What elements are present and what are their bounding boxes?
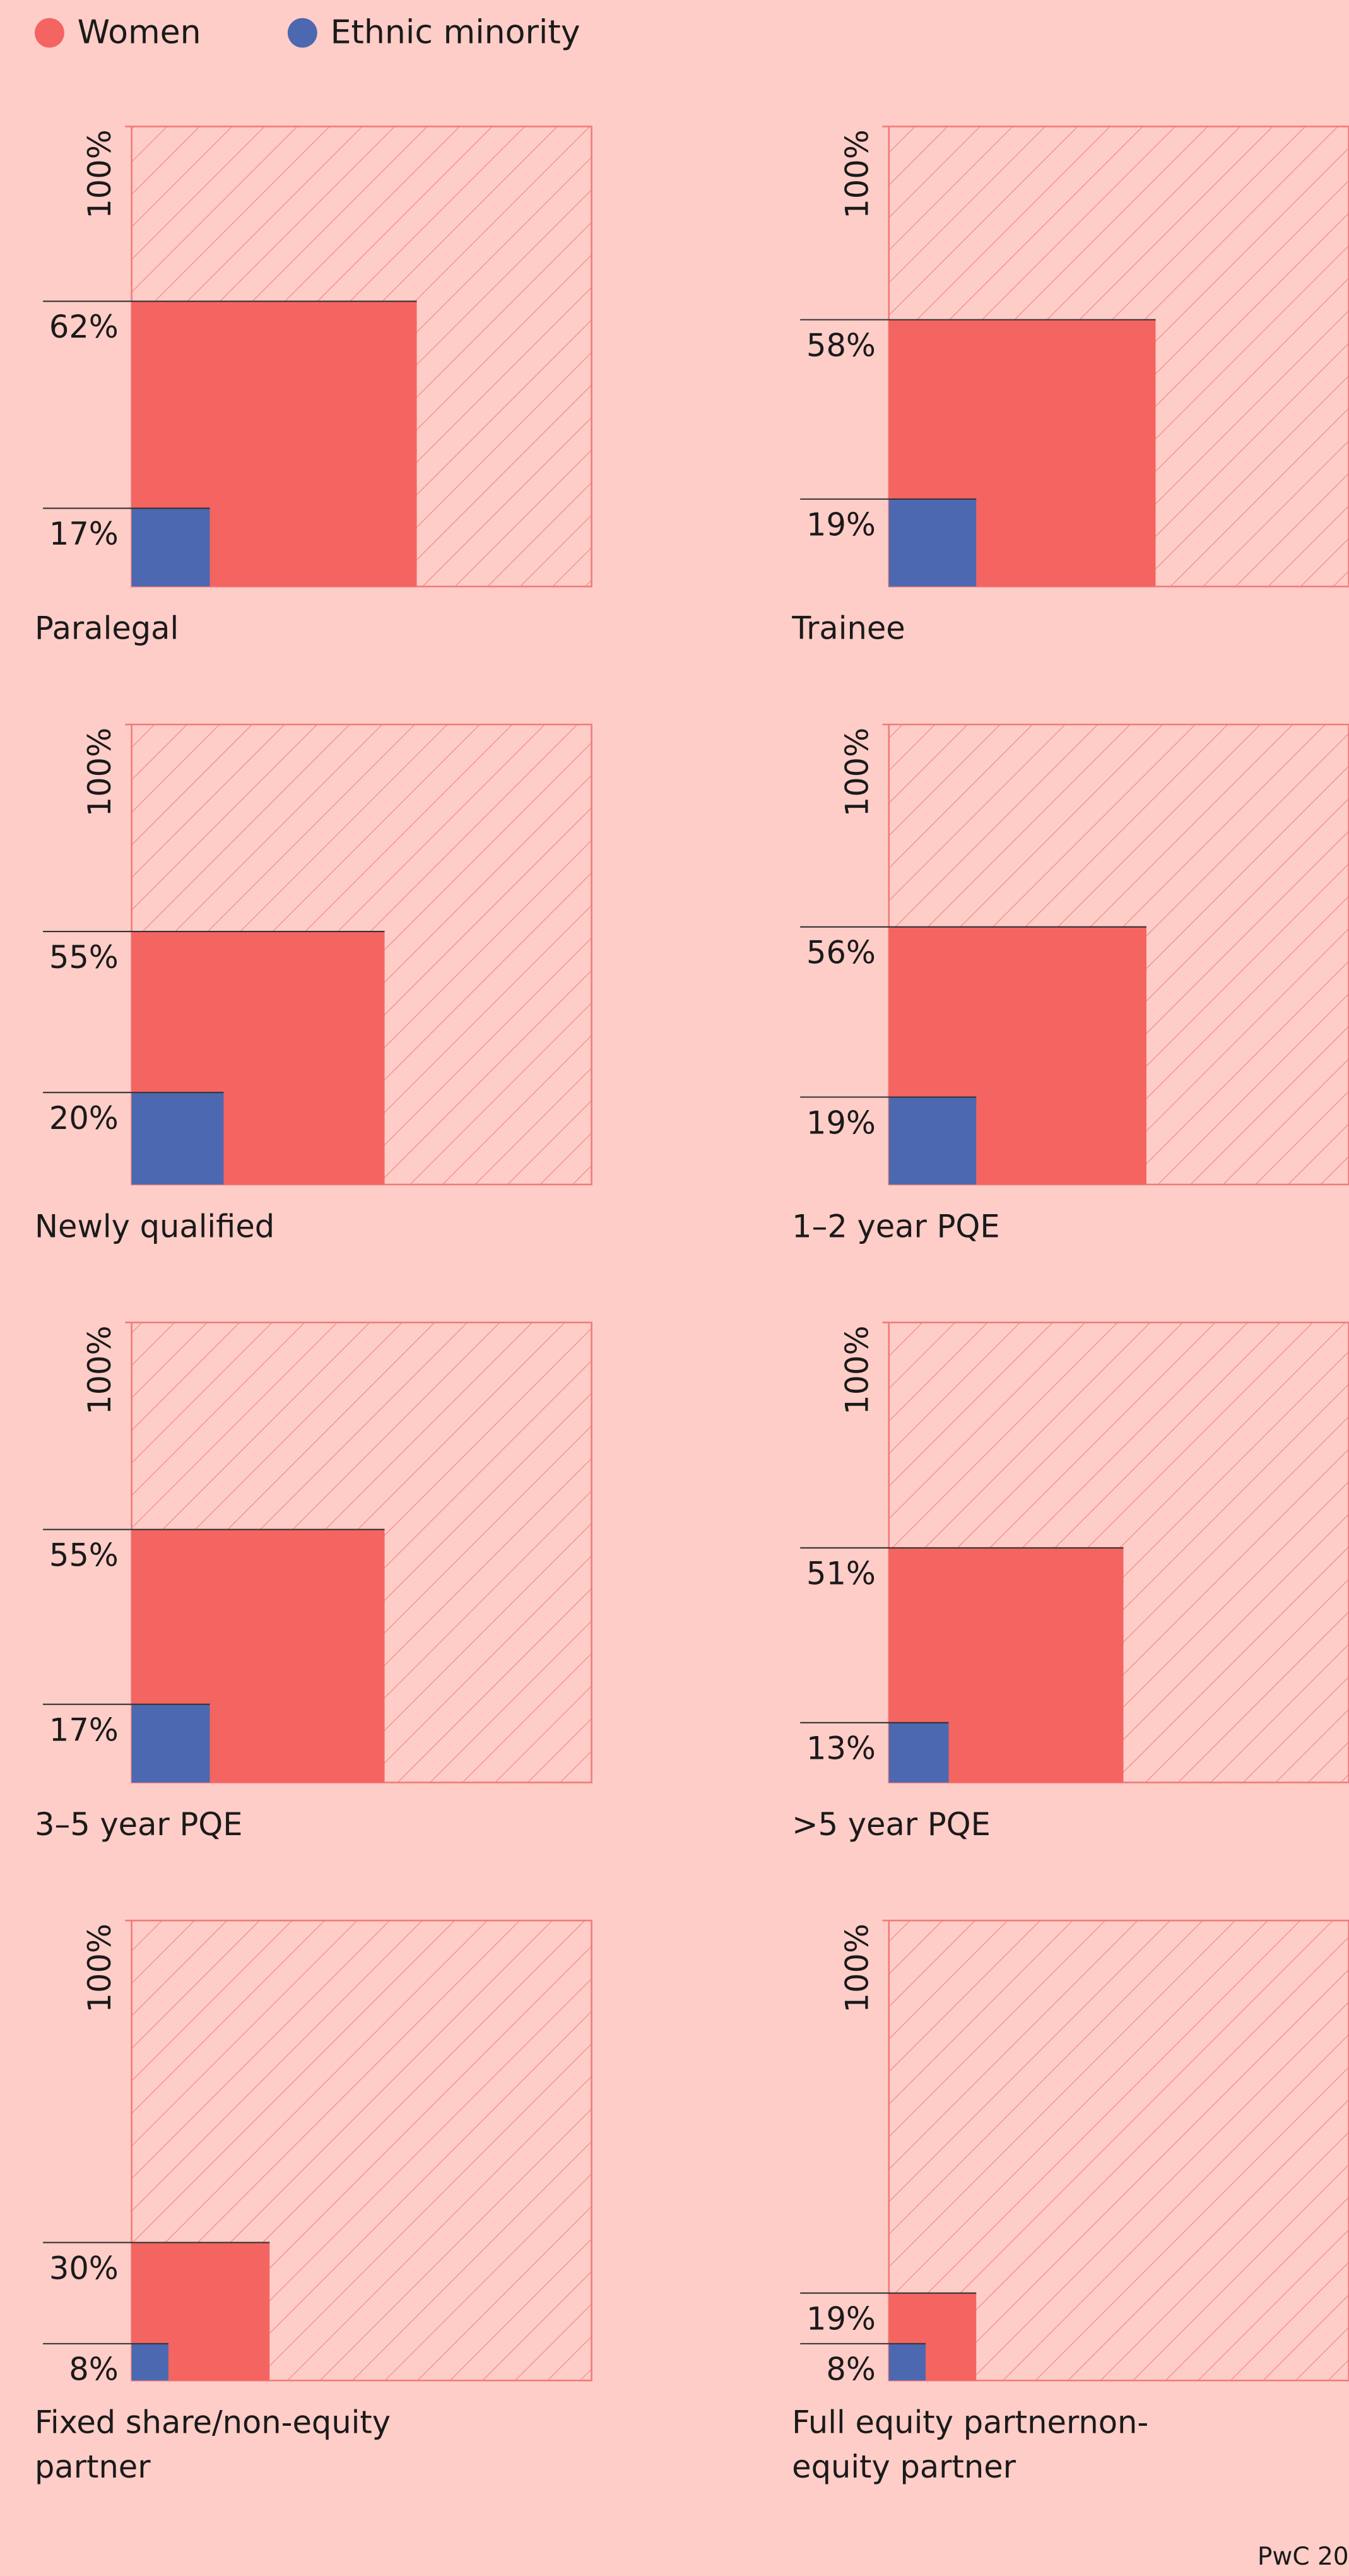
y-tick-label: 100% bbox=[839, 728, 875, 817]
y-tick-label: 100% bbox=[839, 1325, 875, 1414]
chart-title: 1–2 year PQE bbox=[792, 1209, 1000, 1246]
value-label: 17% bbox=[49, 516, 119, 552]
value-label: 8% bbox=[826, 2351, 875, 2388]
chart-title-box: Fixed share/non-equity partner bbox=[35, 2405, 391, 2486]
value-label: 55% bbox=[49, 1537, 119, 1573]
value-label: 19% bbox=[806, 507, 876, 543]
value-label: 55% bbox=[49, 939, 119, 976]
value-label: 13% bbox=[806, 1730, 876, 1767]
legend-label: Women bbox=[78, 14, 201, 52]
legend-label: Ethnic minority bbox=[331, 14, 580, 52]
chart-title: Trainee bbox=[792, 611, 905, 647]
square bbox=[888, 1722, 949, 1783]
value-label: 30% bbox=[49, 2250, 119, 2286]
square bbox=[888, 2343, 926, 2381]
value-label: 51% bbox=[806, 1556, 876, 1592]
square bbox=[888, 499, 977, 587]
value-label: 56% bbox=[806, 935, 876, 971]
chart-title-box: Trainee bbox=[792, 611, 905, 647]
chart-title-box: 1–2 year PQE bbox=[792, 1209, 1000, 1246]
value-label: 17% bbox=[49, 1711, 119, 1748]
value-label: 19% bbox=[806, 1104, 876, 1141]
value-label: 8% bbox=[69, 2351, 118, 2388]
footer: PwC 20 bbox=[1258, 2543, 1349, 2571]
chart-title: Newly qualified bbox=[35, 1209, 275, 1246]
square bbox=[888, 1097, 977, 1185]
legend-swatch bbox=[287, 18, 317, 48]
square bbox=[131, 1704, 210, 1783]
chart-title-box: Full equity partnernon-equity partner bbox=[792, 2405, 1149, 2486]
value-label: 20% bbox=[49, 1100, 119, 1137]
legend-swatch bbox=[35, 18, 64, 48]
chart-title-box: Paralegal bbox=[35, 611, 179, 647]
y-tick-label: 100% bbox=[81, 129, 118, 218]
square bbox=[131, 2343, 168, 2381]
chart-title-box: >5 year PQE bbox=[792, 1807, 991, 1843]
y-tick-label: 100% bbox=[839, 1923, 875, 2012]
y-tick-label: 100% bbox=[839, 129, 875, 218]
value-label: 62% bbox=[49, 309, 119, 345]
square bbox=[131, 1092, 224, 1185]
chart-title: Paralegal bbox=[35, 611, 179, 647]
y-tick-label: 100% bbox=[81, 728, 118, 817]
value-label: 58% bbox=[806, 327, 876, 363]
square bbox=[131, 508, 210, 587]
chart-title-box: 3–5 year PQE bbox=[35, 1807, 243, 1843]
value-label: 19% bbox=[806, 2300, 876, 2337]
chart-title: 3–5 year PQE bbox=[35, 1807, 243, 1843]
chart-title-box: Newly qualified bbox=[35, 1209, 275, 1246]
chart-title: >5 year PQE bbox=[792, 1807, 991, 1843]
chart-title: Full equity partnernon-equity partner bbox=[792, 2405, 1149, 2486]
chart-title: Fixed share/non-equity partner bbox=[35, 2405, 391, 2486]
y-tick-label: 100% bbox=[81, 1923, 118, 2012]
y-tick-label: 100% bbox=[81, 1325, 118, 1414]
